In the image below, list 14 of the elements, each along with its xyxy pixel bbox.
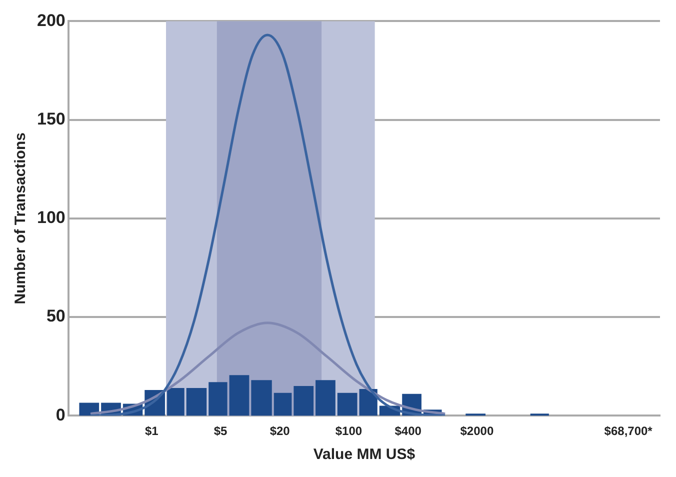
y-axis-title: Number of Transactions bbox=[12, 132, 30, 304]
y-tick-label: 50 bbox=[46, 306, 66, 326]
y-tick-label: 150 bbox=[36, 109, 66, 128]
y-tick-label: 100 bbox=[36, 208, 66, 228]
x-tick-label: $100 bbox=[335, 424, 362, 438]
x-tick-label: $68,700* bbox=[604, 424, 653, 438]
y-tick-label: 200 bbox=[36, 10, 66, 30]
x-tick-label: $2000 bbox=[460, 424, 494, 438]
y-tick-label: 0 bbox=[56, 405, 66, 424]
x-tick-label: $5 bbox=[214, 424, 228, 438]
x-tick-label: $400 bbox=[394, 424, 422, 438]
x-axis-title: Value MM US$ bbox=[313, 446, 416, 464]
x-tick-label: $20 bbox=[270, 424, 290, 438]
x-tick-label: $1 bbox=[144, 424, 159, 438]
